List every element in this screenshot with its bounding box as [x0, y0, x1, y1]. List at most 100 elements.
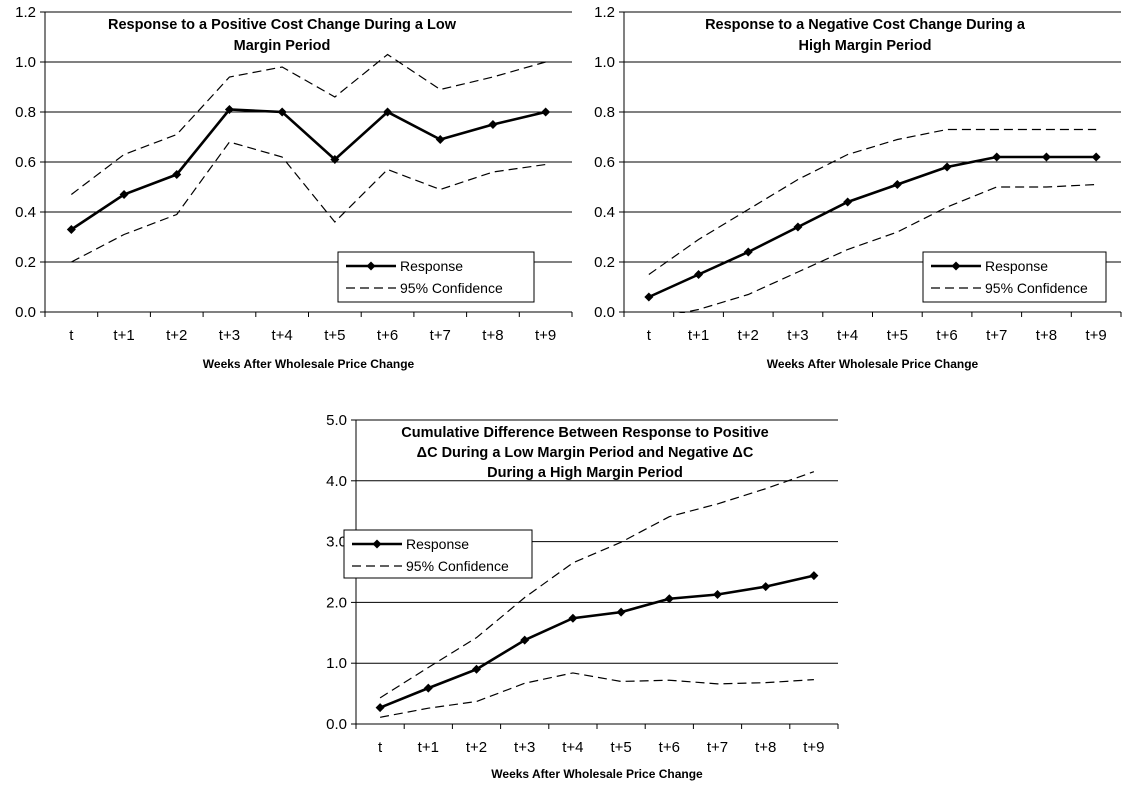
x-tick-label: t+8	[482, 327, 503, 344]
response-point	[488, 120, 498, 129]
x-tick-label: t+4	[272, 327, 293, 344]
x-tick-label: t+5	[610, 739, 631, 756]
x-tick-label: t+8	[1036, 327, 1057, 344]
chart-title-line: High Margin Period	[799, 38, 932, 54]
response-point	[843, 197, 853, 207]
legend-confidence-label: 95% Confidence	[985, 280, 1088, 296]
chart-title-line: During a High Margin Period	[487, 465, 683, 481]
chart-title-line: Cumulative Difference Between Response t…	[401, 425, 768, 441]
confidence-band-line	[678, 183, 1097, 313]
y-tick-label: 1.2	[15, 4, 36, 21]
response-point	[743, 247, 753, 257]
x-tick-label: t+3	[514, 739, 535, 756]
x-tick-label: t+4	[562, 739, 583, 756]
x-tick-label: t+3	[219, 327, 240, 344]
x-axis-title: Weeks After Wholesale Price Change	[491, 767, 703, 781]
response-point	[892, 180, 902, 189]
legend-box	[337, 251, 535, 303]
x-tick-label: t+4	[837, 327, 858, 344]
y-tick-label: 0.4	[15, 204, 36, 221]
response-point	[541, 107, 551, 117]
y-tick-label: 1.2	[594, 4, 615, 21]
response-point	[793, 222, 803, 232]
plot-area	[375, 471, 819, 718]
x-tick-label: t+2	[738, 327, 759, 344]
y-tick-label: 4.0	[326, 473, 347, 490]
response-point	[713, 589, 722, 599]
response-point	[568, 613, 578, 623]
x-tick-label: t	[69, 327, 74, 344]
response-line	[379, 574, 815, 709]
response-point	[119, 190, 129, 199]
x-tick-label: t+6	[659, 739, 680, 756]
x-tick-label: t+1	[113, 327, 134, 344]
legend-response-label: Response	[400, 258, 463, 274]
legend-response-marker	[372, 539, 382, 549]
x-tick-label: t+5	[887, 327, 908, 344]
response-point	[809, 571, 819, 581]
y-tick-label: 1.0	[326, 655, 347, 672]
x-tick-label: t+7	[986, 327, 1007, 344]
y-tick-label: 0.6	[594, 154, 615, 171]
x-tick-label: t+7	[430, 327, 451, 344]
response-point	[644, 292, 654, 302]
legend-confidence-label: 95% Confidence	[406, 558, 509, 574]
legend-box	[343, 529, 533, 579]
legend: Response 95% Confidence	[343, 529, 533, 579]
x-axis-title: Weeks After Wholesale Price Change	[767, 357, 979, 371]
y-tick-label: 1.0	[15, 54, 36, 71]
plot-area	[66, 53, 551, 263]
confidence-band-line	[648, 128, 1097, 275]
x-tick-label: t+3	[787, 327, 808, 344]
y-tick-label: 0.0	[326, 716, 347, 733]
response-point	[616, 607, 626, 617]
x-tick-label: t+2	[466, 739, 487, 756]
x-tick-label: t+6	[377, 327, 398, 344]
x-tick-label: t+8	[755, 739, 776, 756]
chart-title-line: Response to a Positive Cost Change Durin…	[108, 17, 457, 33]
x-tick-label: t	[647, 327, 652, 344]
x-tick-label: t+5	[324, 327, 345, 344]
y-tick-label: 0.0	[15, 304, 36, 321]
y-tick-label: 2.0	[326, 594, 347, 611]
response-point	[664, 594, 674, 604]
chart-title: Response to a Negative Cost Change Durin…	[705, 17, 1026, 54]
response-point	[224, 105, 234, 114]
y-tick-label: 0.2	[594, 254, 615, 271]
x-tick-label: t+7	[707, 739, 728, 756]
chart-title: Cumulative Difference Between Response t…	[401, 425, 768, 481]
plot-area	[644, 128, 1101, 313]
legend-box	[922, 251, 1107, 303]
y-tick-label: 0.0	[594, 304, 615, 321]
legend: Response 95% Confidence	[922, 251, 1107, 303]
chart-title-line: Margin Period	[234, 38, 331, 54]
chart-title-line: ΔC During a Low Margin Period and Negati…	[417, 445, 754, 461]
response-point	[1091, 152, 1101, 162]
y-tick-label: 5.0	[326, 412, 347, 429]
y-tick-label: 0.8	[594, 104, 615, 121]
legend-confidence-label: 95% Confidence	[400, 280, 503, 296]
response-point	[423, 683, 433, 693]
x-tick-label: t+9	[535, 327, 556, 344]
legend-response-label: Response	[985, 258, 1048, 274]
x-tick-label: t	[378, 739, 383, 756]
response-point	[520, 635, 530, 645]
y-tick-label: 0.4	[594, 204, 615, 221]
y-tick-label: 0.6	[15, 154, 36, 171]
confidence-band-line	[70, 53, 546, 195]
legend: Response 95% Confidence	[337, 251, 535, 303]
response-point	[694, 270, 704, 279]
y-tick-label: 0.2	[15, 254, 36, 271]
response-point	[375, 703, 385, 713]
response-point	[992, 152, 1002, 162]
response-point	[761, 582, 771, 592]
y-tick-label: 1.0	[594, 54, 615, 71]
x-tick-label: t+9	[1086, 327, 1107, 344]
y-tick-label: 3.0	[326, 534, 347, 551]
response-line	[70, 108, 546, 231]
chart-3: 0.0 1.0 2.0 3.0 4.0 5.0 t t+1 t+2 t+3 t+4 t+5 t+6 t+7…	[326, 412, 839, 781]
confidence-band-line	[379, 672, 814, 718]
response-point	[172, 170, 182, 179]
chart-2: 0.0 0.2 0.4 0.6 0.8 1.0 1.2 t t+1 t+2 t+3 t+4 t+5 t+6…	[594, 4, 1122, 371]
